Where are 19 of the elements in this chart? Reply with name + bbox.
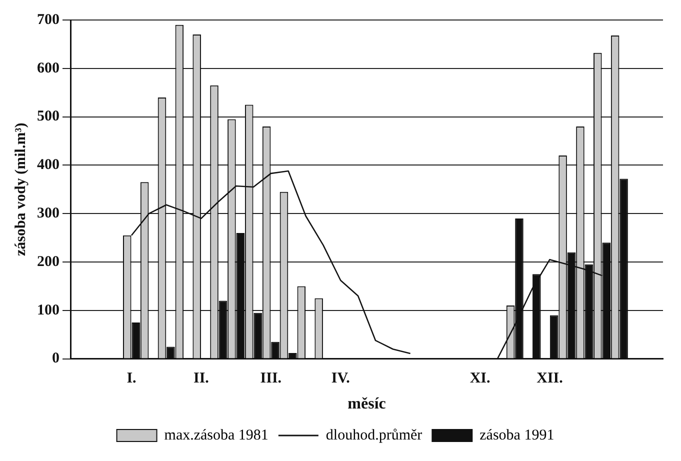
- x-tick-label: IV.: [331, 370, 350, 387]
- x-tick-label: III.: [260, 370, 282, 387]
- legend-label: dlouhod.průměr: [326, 427, 422, 444]
- legend-label: max.zásoba 1981: [164, 427, 268, 444]
- x-tick-label: II.: [193, 370, 210, 387]
- legend-label: zásoba 1991: [480, 427, 554, 444]
- x-tick-label: XII.: [536, 370, 564, 387]
- y-tick-label: 0: [52, 350, 60, 367]
- y-tick-label: 700: [37, 12, 60, 28]
- y-tick-label: 500: [37, 108, 60, 125]
- y-tick-label: 400: [37, 157, 60, 174]
- y-axis-title: zásoba vody (mil.m³): [12, 122, 29, 256]
- x-tick-label: XI.: [470, 370, 490, 387]
- x-tick-label: I.: [126, 370, 137, 387]
- y-tick-label: 100: [37, 302, 60, 318]
- y-tick-label: 600: [37, 60, 60, 76]
- x-axis-title: měsíc: [348, 396, 386, 413]
- y-tick-label: 200: [37, 254, 60, 270]
- y-tick-label: 300: [37, 205, 60, 222]
